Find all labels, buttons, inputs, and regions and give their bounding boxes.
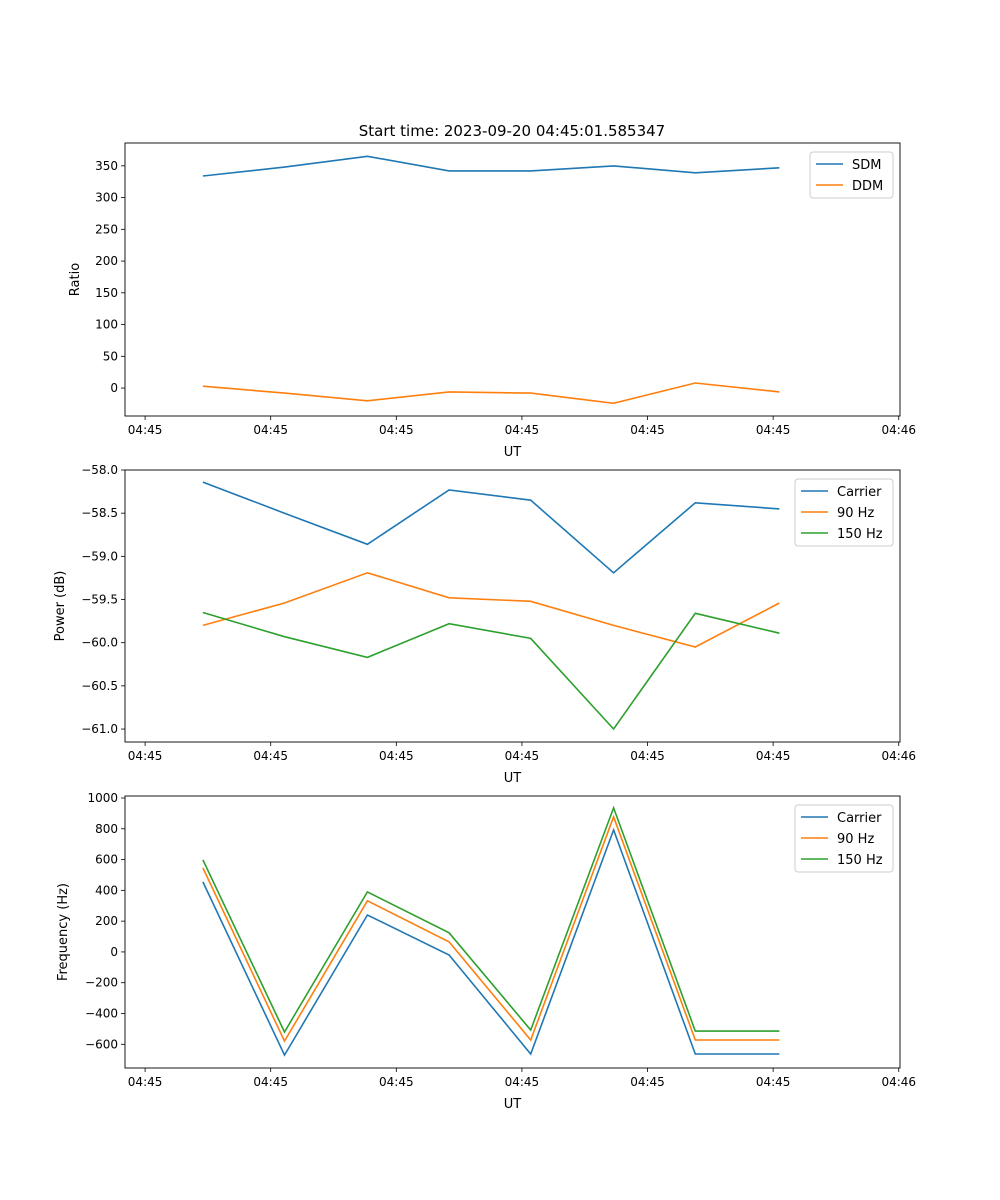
- legend-box: [794, 478, 894, 547]
- figure-title: Start time: 2023-09-20 04:45:01.585347: [359, 122, 665, 140]
- series-line-carrier: [202, 481, 780, 574]
- x-tick-label: 04:45: [505, 1075, 540, 1089]
- y-tick-label: −600: [85, 1037, 118, 1051]
- x-tick-label: 04:45: [630, 1075, 665, 1089]
- legend: SDM DDM: [809, 151, 894, 199]
- legend-label: Carrier: [837, 811, 882, 826]
- y-axis-label: Power (dB): [53, 571, 68, 642]
- series-line-150-hz: [202, 805, 780, 1034]
- x-tick-label: 04:45: [379, 1075, 414, 1089]
- y-tick-label: 200: [95, 254, 118, 268]
- x-tick-label: 04:45: [379, 423, 414, 437]
- legend-label: 90 Hz: [837, 506, 874, 521]
- series-line-ddm: [202, 382, 780, 405]
- subplot-2: 04:45 04:45 04:45 04:45 04:45 04:45 04:46 −58.0…: [53, 463, 916, 786]
- y-tick-label: −400: [85, 1007, 118, 1021]
- x-tick-label: 04:45: [756, 1075, 791, 1089]
- y-axis-label: Ratio: [68, 263, 83, 296]
- legend-label: SDM: [852, 158, 881, 173]
- x-tick-label: 04:46: [881, 1075, 916, 1089]
- x-tick-label: 04:45: [253, 749, 288, 763]
- y-tick-label: 50: [103, 349, 118, 363]
- subplot-1: 04:45 04:45 04:45 04:45 04:45 04:45 04:46 0 50 10…: [68, 142, 916, 460]
- series-line-90-hz: [202, 571, 780, 648]
- axes-frame: [124, 142, 901, 417]
- y-tick-label: 300: [95, 191, 118, 205]
- y-tick-label: 250: [95, 222, 118, 236]
- legend-label: 150 Hz: [837, 853, 883, 868]
- y-tick-label: −60.5: [81, 679, 118, 693]
- x-tick-label: 04:46: [881, 749, 916, 763]
- x-tick-label: 04:45: [630, 749, 665, 763]
- y-tick-label: 100: [95, 318, 118, 332]
- x-axis-label: UT: [504, 1097, 522, 1112]
- x-tick-label: 04:45: [253, 423, 288, 437]
- legend: Carrier 90 Hz 150 Hz: [794, 478, 894, 547]
- y-tick-label: −58.5: [81, 506, 118, 520]
- x-tick-label: 04:45: [756, 423, 791, 437]
- x-axis-label: UT: [504, 771, 522, 786]
- legend: Carrier 90 Hz 150 Hz: [794, 804, 894, 873]
- legend-label: 90 Hz: [837, 832, 874, 847]
- y-tick-label: −58.0: [81, 463, 118, 477]
- x-tick-label: 04:45: [505, 423, 540, 437]
- y-tick-label: 800: [95, 822, 118, 836]
- y-tick-label: −200: [85, 976, 118, 990]
- y-tick-label: 0: [110, 945, 118, 959]
- y-axis-label: Frequency (Hz): [56, 883, 71, 981]
- legend-box: [794, 804, 894, 873]
- y-tick-label: 1000: [87, 791, 118, 805]
- series-line-sdm: [202, 155, 780, 177]
- y-tick-label: −59.0: [81, 549, 118, 563]
- legend-label: 150 Hz: [837, 527, 883, 542]
- series-line-carrier: [202, 827, 780, 1057]
- y-tick-label: 150: [95, 286, 118, 300]
- x-tick-label: 04:45: [253, 1075, 288, 1089]
- y-tick-label: 350: [95, 159, 118, 173]
- y-tick-label: 600: [95, 853, 118, 867]
- legend-label: Carrier: [837, 485, 882, 500]
- legend-label: DDM: [852, 179, 883, 194]
- axes-frame: [124, 795, 901, 1069]
- y-tick-label: 400: [95, 883, 118, 897]
- y-tick-label: 0: [110, 381, 118, 395]
- x-tick-label: 04:45: [128, 423, 163, 437]
- x-axis-label: UT: [504, 445, 522, 460]
- y-tick-label: −60.0: [81, 636, 118, 650]
- x-tick-label: 04:45: [128, 1075, 163, 1089]
- y-tick-label: −59.5: [81, 593, 118, 607]
- series-line-90-hz: [202, 814, 780, 1043]
- subplot-3: 04:45 04:45 04:45 04:45 04:45 04:45 04:46 1000 8…: [56, 791, 916, 1112]
- y-tick-label: −61.0: [81, 722, 118, 736]
- y-tick-label: 200: [95, 914, 118, 928]
- x-tick-label: 04:45: [630, 423, 665, 437]
- series-line-150-hz: [202, 611, 780, 731]
- x-tick-label: 04:45: [756, 749, 791, 763]
- x-tick-label: 04:46: [881, 423, 916, 437]
- x-tick-label: 04:45: [128, 749, 163, 763]
- x-tick-label: 04:45: [505, 749, 540, 763]
- x-tick-label: 04:45: [379, 749, 414, 763]
- axes-frame: [124, 469, 901, 743]
